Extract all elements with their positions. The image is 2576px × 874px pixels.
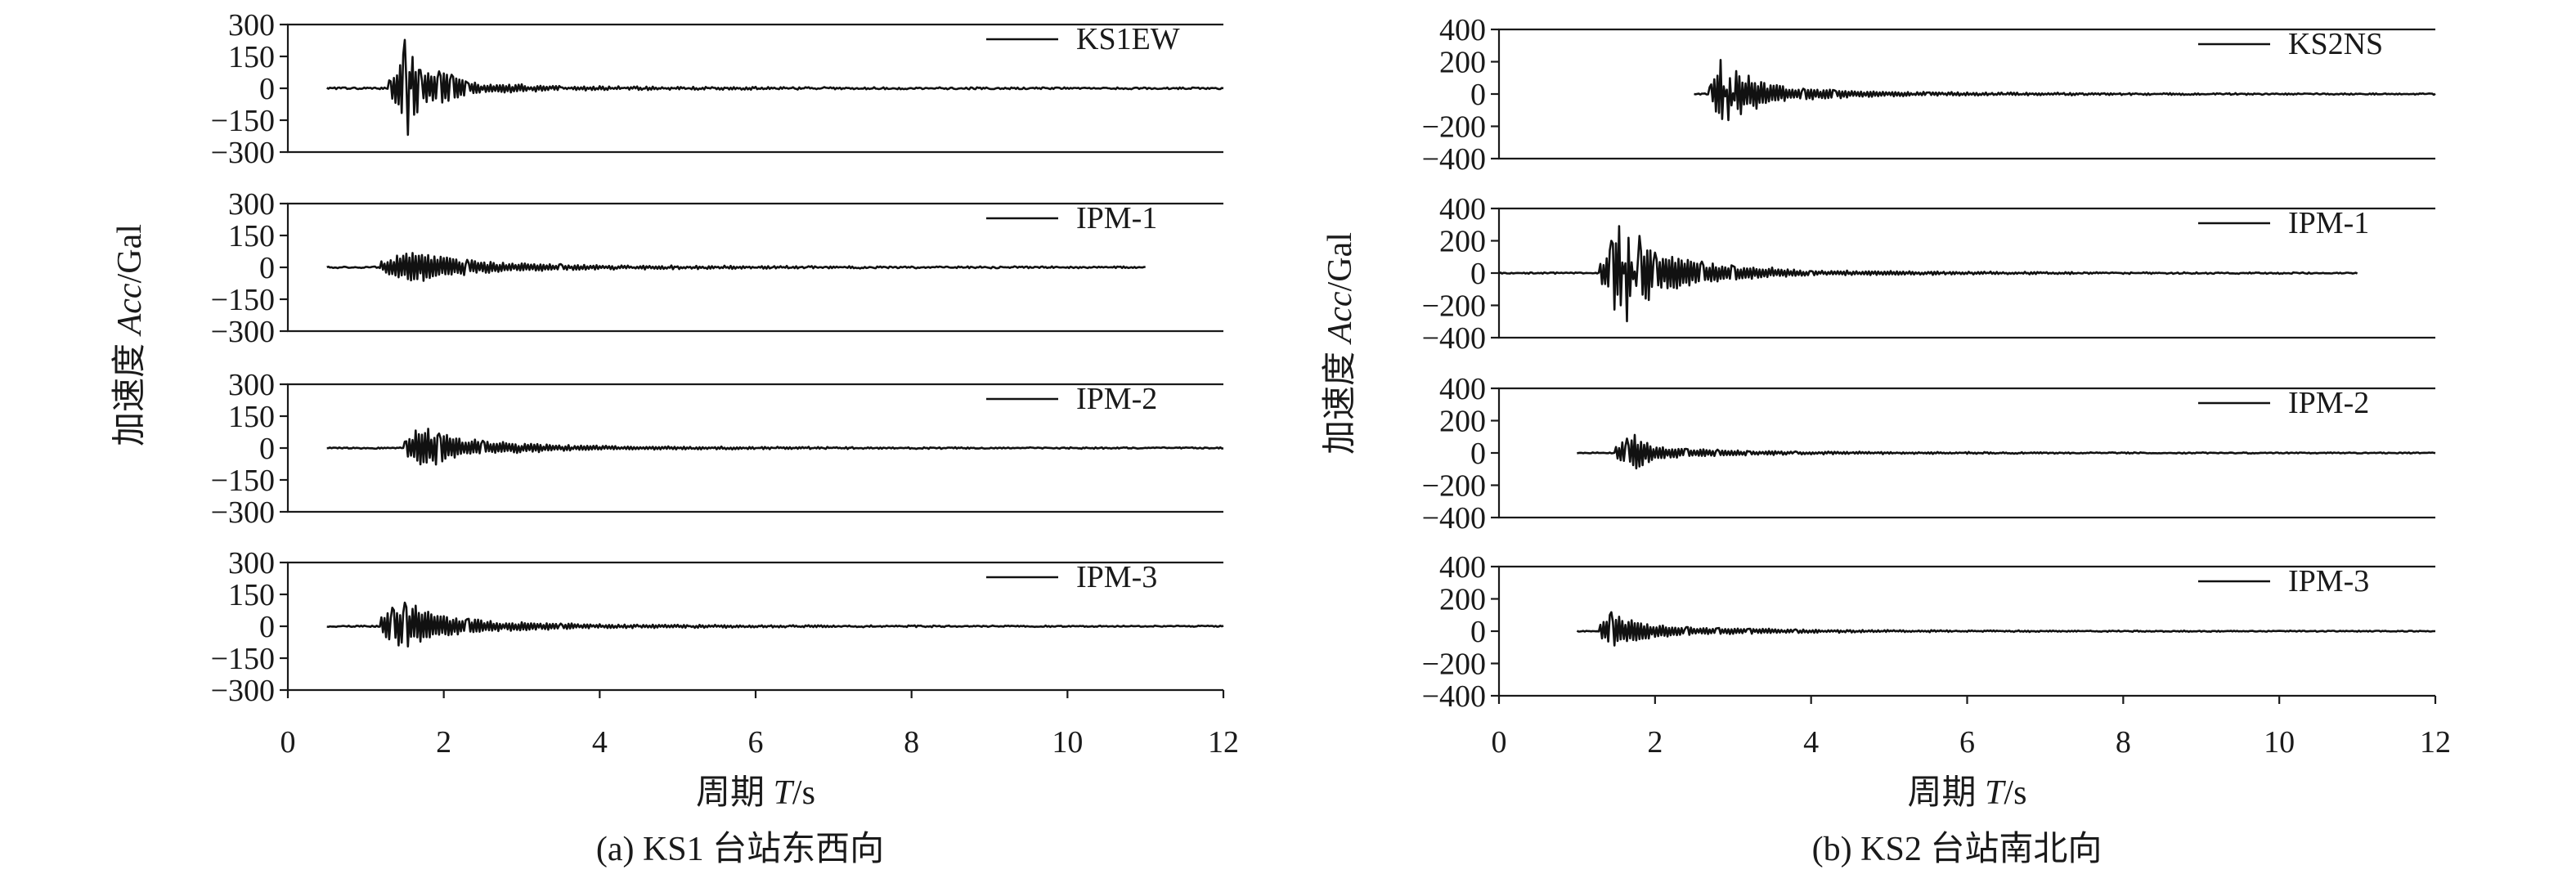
- legend-label: KS2NS: [2288, 27, 2383, 61]
- y-tick-label: 0: [1470, 437, 1486, 471]
- legend-label: KS1EW: [1076, 22, 1180, 56]
- y-tick-label: 150: [228, 219, 275, 253]
- y-tick-label: 0: [259, 432, 275, 466]
- y-tick-label: 200: [1439, 405, 1486, 439]
- x-tick-label: 10: [2264, 725, 2295, 760]
- y-tick-label: 150: [228, 578, 275, 612]
- series-line-ipm-2: [326, 428, 1224, 466]
- y-tick-label: 200: [1439, 46, 1486, 80]
- x-tick-label: 2: [436, 725, 451, 760]
- y-tick-label: −300: [211, 674, 275, 708]
- legend-label: IPM-2: [2288, 386, 2369, 420]
- y-tick-label: 0: [1470, 615, 1486, 649]
- x-tick-label: 12: [1208, 725, 1239, 760]
- chart-a: 3001500−150−300KS1EW3001500−150−300IPM-1…: [111, 8, 1239, 868]
- y-tick-label: 0: [1470, 78, 1486, 112]
- series-line-ipm-1: [1498, 225, 2358, 323]
- y-tick-label: −200: [1422, 289, 1486, 324]
- y-tick-label: −400: [1422, 321, 1486, 356]
- y-tick-label: −200: [1422, 648, 1486, 682]
- y-tick-label: 0: [259, 251, 275, 285]
- x-tick-label: 4: [1803, 725, 1819, 760]
- y-tick-label: 200: [1439, 583, 1486, 617]
- y-tick-label: 300: [228, 8, 275, 43]
- y-tick-label: −400: [1422, 142, 1486, 177]
- y-tick-label: −300: [211, 136, 275, 170]
- y-tick-label: 400: [1439, 192, 1486, 226]
- y-tick-label: 200: [1439, 225, 1486, 259]
- y-tick-label: 150: [228, 40, 275, 74]
- y-tick-label: −150: [211, 464, 275, 498]
- y-tick-label: 400: [1439, 372, 1486, 406]
- series-line-ipm-3: [1576, 611, 2435, 647]
- y-tick-label: 300: [228, 187, 275, 222]
- series-line-ks2ns: [1694, 59, 2436, 122]
- y-tick-label: −400: [1422, 679, 1486, 714]
- y-tick-label: −400: [1422, 501, 1486, 536]
- y-tick-label: −200: [1422, 110, 1486, 145]
- y-axis-title: 加速度 Acc/Gal: [111, 224, 149, 446]
- legend-label: IPM-2: [1076, 382, 1157, 416]
- y-tick-label: −150: [211, 642, 275, 676]
- chart-caption: (b) KS2 台站南北向: [1812, 831, 2103, 868]
- y-tick-label: 300: [228, 546, 275, 580]
- x-tick-label: 8: [904, 725, 919, 760]
- series-line-ipm-2: [1577, 433, 2436, 470]
- series-line-ipm-3: [326, 601, 1224, 648]
- y-tick-label: −300: [211, 495, 275, 530]
- y-tick-label: 0: [1470, 257, 1486, 291]
- x-tick-label: 8: [2116, 725, 2131, 760]
- legend-label: IPM-3: [1076, 560, 1157, 594]
- legend-label: IPM-1: [1076, 201, 1157, 235]
- x-axis-title: 周期 T/s: [1908, 774, 2027, 812]
- y-tick-label: 0: [259, 72, 275, 106]
- y-tick-label: 400: [1439, 550, 1486, 585]
- y-tick-label: 300: [228, 368, 275, 402]
- x-tick-label: 6: [748, 725, 764, 760]
- series-line-ipm-1: [326, 252, 1146, 282]
- series-line-ks1ew: [326, 38, 1224, 137]
- y-tick-label: −200: [1422, 469, 1486, 504]
- x-tick-label: 2: [1647, 725, 1663, 760]
- y-tick-label: −300: [211, 315, 275, 349]
- x-axis-title: 周期 T/s: [696, 774, 815, 812]
- legend-label: IPM-1: [2288, 206, 2369, 240]
- y-tick-label: 0: [259, 610, 275, 644]
- x-tick-label: 12: [2420, 725, 2451, 760]
- y-tick-label: −150: [211, 104, 275, 138]
- x-tick-label: 4: [592, 725, 608, 760]
- x-tick-label: 10: [1052, 725, 1083, 760]
- x-tick-label: 6: [1959, 725, 1975, 760]
- y-tick-label: −150: [211, 283, 275, 317]
- legend-label: IPM-3: [2288, 564, 2369, 598]
- y-tick-label: 400: [1439, 13, 1486, 47]
- chart-caption: (a) KS1 台站东西向: [596, 830, 884, 868]
- x-tick-label: 0: [280, 725, 296, 760]
- x-tick-label: 0: [1492, 725, 1507, 760]
- chart-b: 4002000−200−400KS2NS4002000−200−400IPM-1…: [1322, 13, 2451, 868]
- y-tick-label: 150: [228, 400, 275, 434]
- y-axis-title: 加速度 Acc/Gal: [1322, 232, 1359, 455]
